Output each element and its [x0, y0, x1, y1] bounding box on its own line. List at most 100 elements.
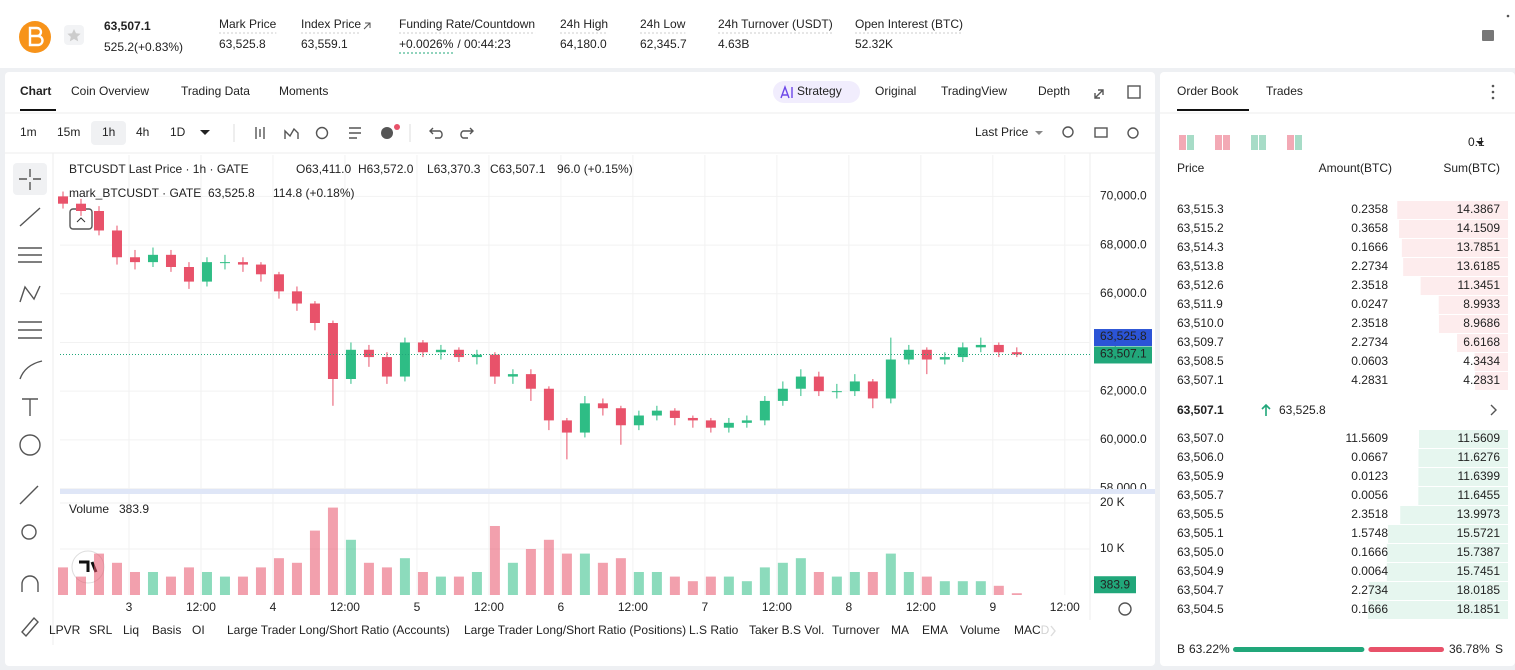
zoom-tool[interactable]: [21, 524, 37, 540]
crosshair-tool[interactable]: [19, 169, 41, 190]
order-price[interactable]: 63,505.0: [1177, 545, 1224, 559]
expand-arrow[interactable]: [1490, 404, 1497, 416]
indicator-icon[interactable]: [284, 127, 299, 139]
caret-icon[interactable]: [1476, 141, 1484, 145]
emoji-tool[interactable]: [19, 434, 41, 456]
volume-bar: [615, 558, 626, 595]
refresh-icon[interactable]: [315, 126, 329, 140]
order-amount: 2.3518: [1351, 316, 1388, 330]
order-price[interactable]: 63,514.3: [1177, 240, 1224, 254]
depth-bar: [1474, 353, 1508, 371]
caret-icon[interactable]: [1035, 131, 1043, 135]
indicator[interactable]: Liq: [123, 623, 139, 637]
orderbook-tab[interactable]: Trades: [1266, 84, 1303, 98]
order-price[interactable]: 63,505.5: [1177, 507, 1224, 521]
order-price[interactable]: 63,505.9: [1177, 469, 1224, 483]
order-price[interactable]: 63,506.0: [1177, 450, 1224, 464]
indicator[interactable]: Volume: [960, 623, 1000, 637]
volume-bar: [741, 581, 752, 595]
layout-icon[interactable]: [1215, 135, 1222, 150]
brush-tool[interactable]: [19, 360, 43, 380]
order-sum: 11.5609: [1458, 431, 1501, 445]
indicator[interactable]: SRL: [89, 623, 113, 637]
fib-tool[interactable]: [18, 321, 42, 339]
order-price[interactable]: 63,504.9: [1177, 564, 1224, 578]
order-amount: 2.2734: [1351, 583, 1388, 597]
pane-divider[interactable]: [60, 489, 1155, 494]
redo-icon[interactable]: [460, 127, 474, 139]
chart-tab[interactable]: Chart: [20, 84, 51, 98]
order-price[interactable]: 63,513.8: [1177, 259, 1224, 273]
chart-tab[interactable]: Trading Data: [181, 84, 250, 98]
order-price[interactable]: 63,510.0: [1177, 316, 1224, 330]
strategy-tab[interactable]: Strategy: [797, 84, 842, 98]
header-icon[interactable]: [1482, 30, 1494, 41]
order-price[interactable]: 63,507.0: [1177, 431, 1224, 445]
view-tab[interactable]: TradingView: [941, 84, 1007, 98]
pattern-tool[interactable]: [19, 285, 41, 303]
order-price[interactable]: 63,504.7: [1177, 583, 1224, 597]
interval[interactable]: 1D: [170, 125, 186, 139]
order-price[interactable]: 63,511.9: [1177, 297, 1223, 311]
candle-body: [561, 420, 572, 433]
camera-icon[interactable]: [1094, 127, 1108, 138]
x-tick-label: 12:00: [186, 600, 216, 614]
indicator[interactable]: Large Trader Long/Short Ratio (Positions…: [464, 623, 686, 637]
chart-settings[interactable]: [1118, 602, 1132, 616]
indicator[interactable]: Turnover: [832, 623, 880, 637]
interval[interactable]: 15m: [57, 125, 80, 139]
price-type[interactable]: Last Price: [975, 125, 1029, 139]
indicator[interactable]: Basis: [152, 623, 181, 637]
layout-icon[interactable]: [1287, 135, 1294, 150]
view-tab[interactable]: Depth: [1038, 84, 1070, 98]
order-price[interactable]: 63,509.7: [1177, 335, 1224, 349]
order-price[interactable]: 63,515.3: [1177, 202, 1224, 216]
layout-icon[interactable]: [1251, 135, 1258, 150]
settings-icon[interactable]: [1127, 127, 1139, 139]
measure-tool[interactable]: [19, 485, 39, 505]
order-price[interactable]: 63,515.2: [1177, 221, 1224, 235]
search-icon[interactable]: [1062, 126, 1074, 138]
chart-tab[interactable]: Coin Overview: [71, 84, 149, 98]
candle-type-icon[interactable]: [255, 127, 265, 139]
tick-size[interactable]: 0.1: [1468, 135, 1485, 149]
window-icon[interactable]: [1127, 85, 1141, 99]
caret-icon[interactable]: [200, 130, 210, 135]
order-price[interactable]: 63,507.1: [1177, 373, 1224, 387]
indicator[interactable]: L.S Ratio: [689, 623, 739, 637]
indicator[interactable]: MA: [891, 623, 909, 637]
indicator[interactable]: EMA: [922, 623, 948, 637]
layout-icon[interactable]: [1179, 135, 1186, 150]
undo-icon[interactable]: [429, 127, 443, 139]
volume-bar: [507, 562, 518, 595]
pen-tool[interactable]: [21, 616, 39, 638]
line-tool[interactable]: [19, 207, 41, 227]
template-icon[interactable]: [349, 127, 361, 139]
add-icon[interactable]: [381, 127, 393, 139]
order-price[interactable]: 63,505.1: [1177, 526, 1224, 540]
fullscreen-icon[interactable]: [1094, 89, 1104, 99]
column-header: Sum(BTC): [1443, 161, 1500, 175]
indicator[interactable]: OI: [192, 623, 205, 637]
candle-body: [921, 349, 932, 360]
orderbook-tab[interactable]: Order Book: [1177, 84, 1239, 98]
indicator[interactable]: Large Trader Long/Short Ratio (Accounts): [227, 623, 450, 637]
magnet-tool[interactable]: [21, 575, 39, 592]
text-tool[interactable]: [22, 398, 38, 416]
order-price[interactable]: 63,505.7: [1177, 488, 1224, 502]
channel-tool[interactable]: [18, 247, 42, 263]
strategy-pill[interactable]: [773, 81, 860, 103]
interval[interactable]: 1h: [102, 125, 115, 139]
order-price[interactable]: 63,508.5: [1177, 354, 1224, 368]
chart-tab[interactable]: Moments: [279, 84, 328, 98]
indicator[interactable]: LPVR: [49, 623, 81, 637]
interval[interactable]: 1m: [20, 125, 37, 139]
candle-body: [381, 357, 392, 377]
indicator[interactable]: Taker B.S Vol.: [749, 623, 824, 637]
order-price[interactable]: 63,512.6: [1177, 278, 1224, 292]
interval[interactable]: 4h: [136, 125, 149, 139]
view-tab[interactable]: Original: [875, 84, 916, 98]
more-icon[interactable]: [1491, 84, 1495, 88]
order-price[interactable]: 63,504.5: [1177, 602, 1224, 616]
more-icon[interactable]: [1506, 14, 1510, 18]
